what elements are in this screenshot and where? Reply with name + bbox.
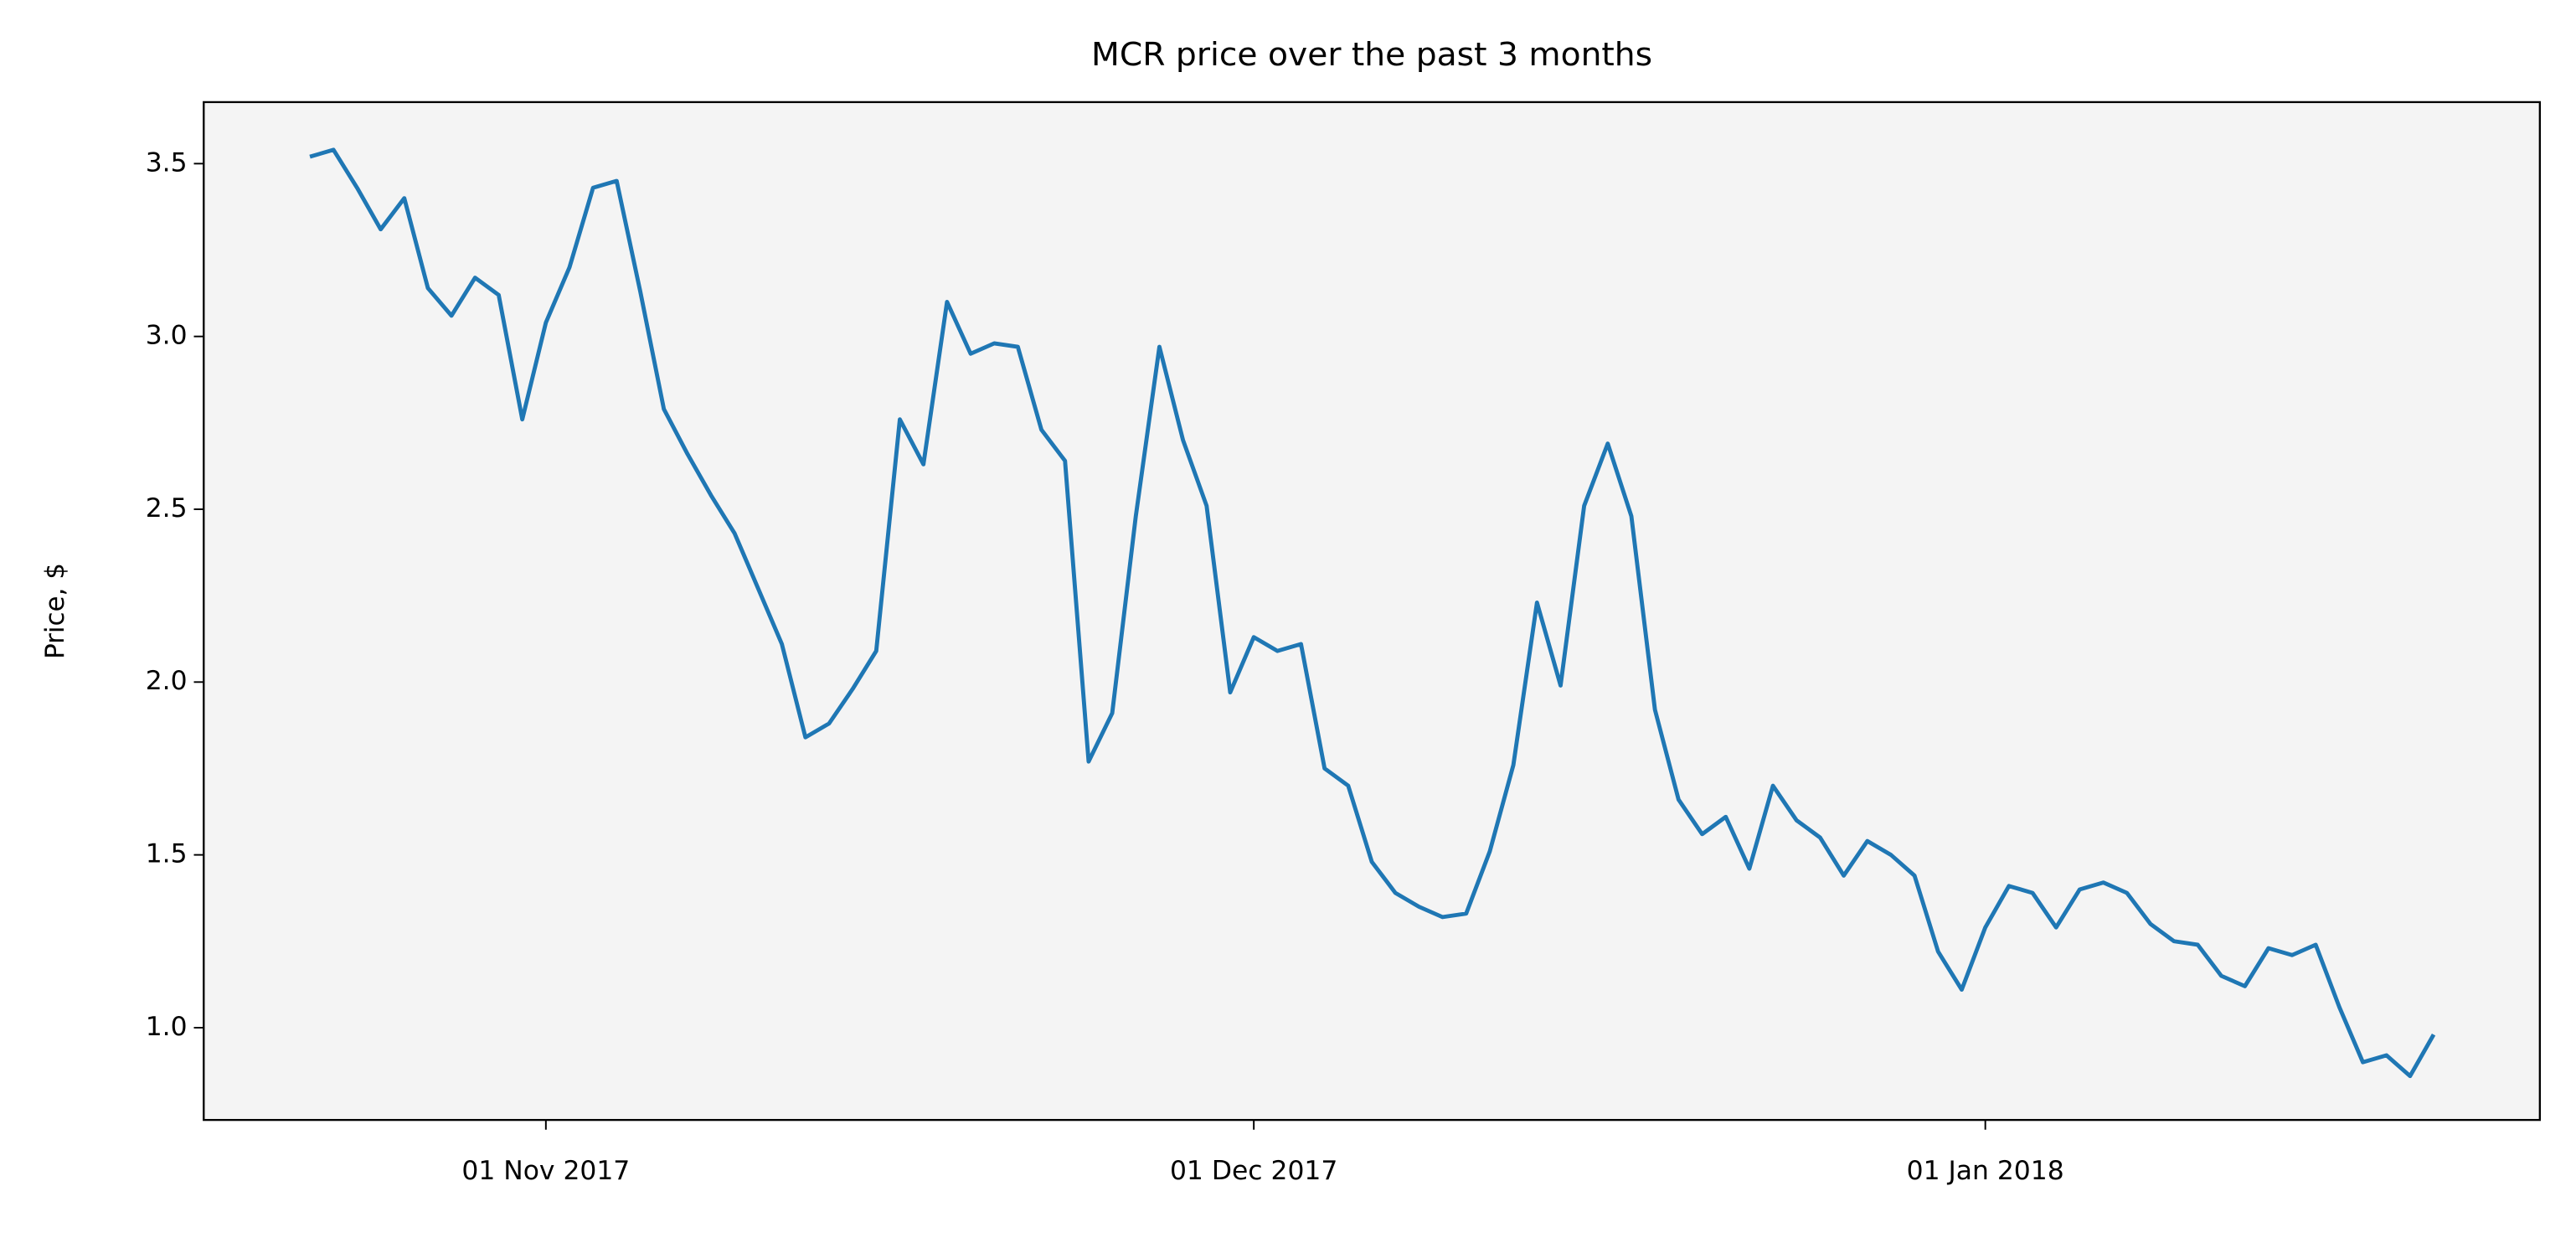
chart-title: MCR price over the past 3 months <box>1091 36 1652 74</box>
x-tick-label: 01 Dec 2017 <box>1170 1156 1337 1186</box>
y-tick-label: 3.5 <box>146 147 188 178</box>
x-tick-label: 01 Jan 2018 <box>1907 1156 2064 1186</box>
price-line <box>309 147 2436 1079</box>
y-tick-label: 1.5 <box>146 839 188 869</box>
y-tick-label: 2.5 <box>146 493 188 523</box>
y-tick-label: 1.0 <box>146 1012 188 1042</box>
plot-frame <box>203 101 2542 1122</box>
y-tick-label: 2.0 <box>146 666 188 696</box>
y-tick-label: 3.0 <box>146 321 188 351</box>
x-tick-label: 01 Nov 2017 <box>461 1156 630 1186</box>
y-axis-label: Price, $ <box>40 563 70 659</box>
plot-area <box>204 101 2540 1121</box>
